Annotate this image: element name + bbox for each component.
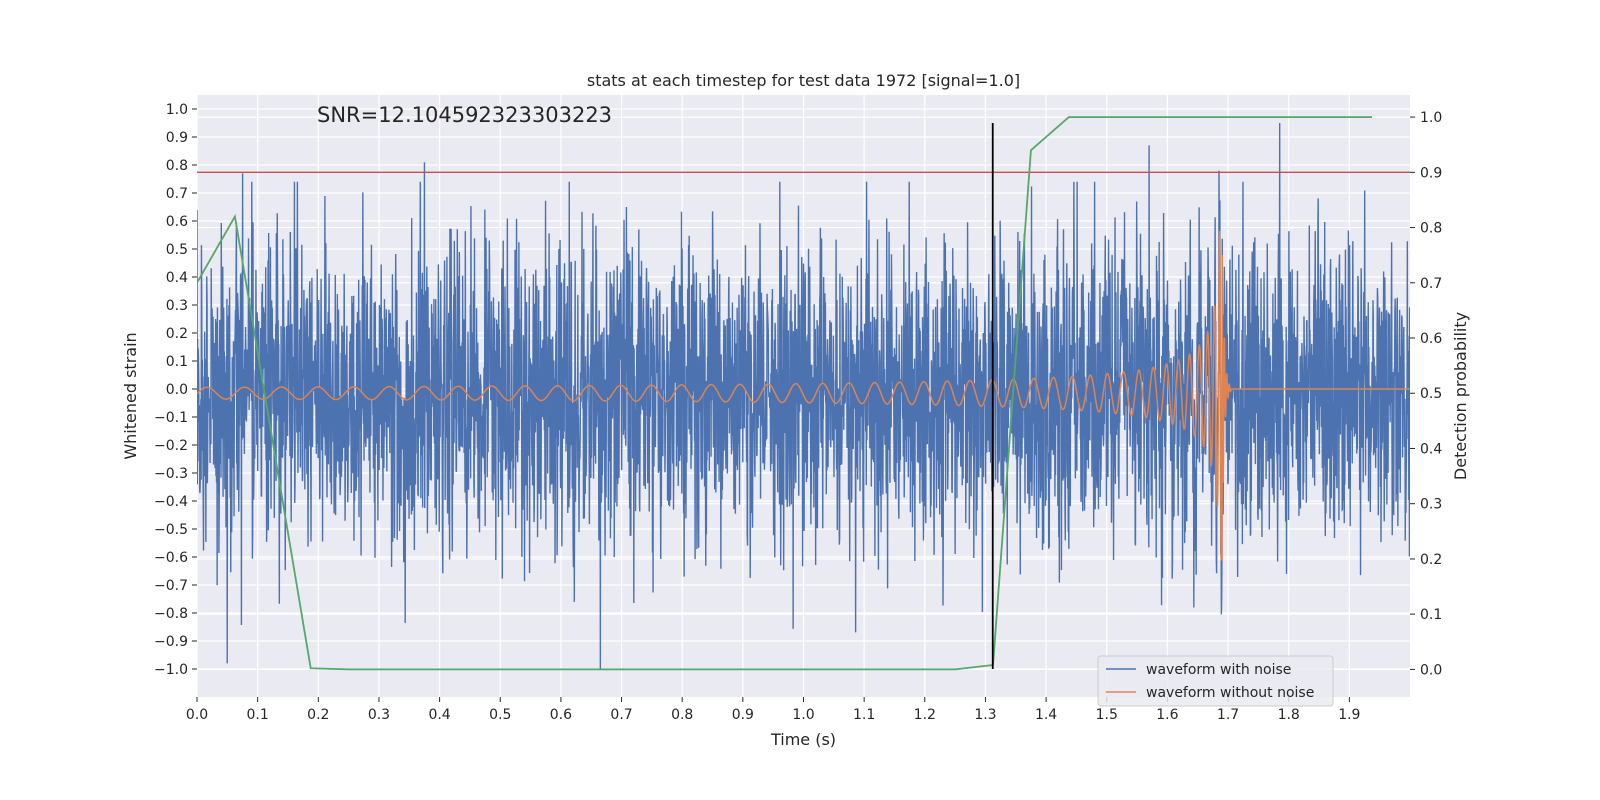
- y-tick-label: −0.5: [154, 522, 188, 538]
- y2-axis-label: Detection probability: [1451, 312, 1470, 480]
- series-layer: [197, 116, 1410, 671]
- x-tick-label: 0.7: [610, 707, 632, 723]
- y-tick-label: 0.3: [166, 298, 188, 314]
- x-tick-label: 0.3: [368, 707, 390, 723]
- y2-tick-label: 0.0: [1420, 662, 1442, 678]
- chart-title: stats at each timestep for test data 197…: [587, 71, 1020, 90]
- snr-annotation: SNR=12.104592323303223: [317, 103, 612, 127]
- y2-tick-label: 0.5: [1420, 386, 1442, 402]
- x-tick-label: 0.9: [732, 707, 754, 723]
- y2-tick-label: 0.7: [1420, 276, 1442, 292]
- x-tick-label: 1.3: [974, 707, 996, 723]
- y-tick-label: −0.9: [154, 634, 188, 650]
- y-tick-label: −0.1: [154, 410, 188, 426]
- x-tick-label: 1.2: [914, 707, 936, 723]
- y-tick-label: −0.3: [154, 466, 188, 482]
- y-tick-label: −0.7: [154, 578, 188, 594]
- x-tick-label: 0.0: [186, 707, 208, 723]
- x-tick-label: 1.4: [1035, 707, 1057, 723]
- x-tick-label: 1.5: [1096, 707, 1118, 723]
- y-tick-label: 0.4: [166, 270, 188, 286]
- y-tick-label: 0.7: [166, 186, 188, 202]
- x-tick-label: 1.0: [792, 707, 814, 723]
- y2-tick-label: 0.3: [1420, 497, 1442, 513]
- x-tick-label: 0.8: [671, 707, 693, 723]
- y-tick-label: 0.0: [166, 382, 188, 398]
- y-tick-label: 0.9: [166, 130, 188, 146]
- y-tick-label: 0.1: [166, 354, 188, 370]
- x-tick-label: 1.7: [1217, 707, 1239, 723]
- x-tick-label: 0.4: [428, 707, 450, 723]
- series-detection-probability: [197, 116, 1373, 671]
- x-tick-label: 0.6: [550, 707, 572, 723]
- y2-tick-label: 0.6: [1420, 331, 1442, 347]
- x-tick-label: 1.9: [1338, 707, 1360, 723]
- y2-tick-label: 0.8: [1420, 221, 1442, 237]
- y2-tick-label: 0.4: [1420, 441, 1442, 457]
- legend-label: waveform with noise: [1146, 662, 1291, 678]
- ticks: 0.0 0.1 0.2 0.3 0.4 0.5 0.6 0.7 0.8 0.9 1.0 1.1 1.2 1…: [154, 102, 1442, 723]
- y2-tick-label: 0.9: [1420, 165, 1442, 181]
- y2-tick-label: 0.1: [1420, 607, 1442, 623]
- legend-box: [1097, 655, 1334, 707]
- y-tick-label: 0.8: [166, 158, 188, 174]
- legend-label: waveform without noise: [1146, 685, 1314, 701]
- x-axis-label: Time (s): [770, 730, 836, 749]
- x-tick-label: 0.2: [307, 707, 329, 723]
- x-tick-label: 0.5: [489, 707, 511, 723]
- y-tick-label: 0.6: [166, 214, 188, 230]
- x-tick-label: 0.1: [247, 707, 269, 723]
- x-tick-label: 1.6: [1156, 707, 1178, 723]
- y-tick-label: −0.2: [154, 438, 188, 454]
- y2-tick-label: 0.2: [1420, 552, 1442, 568]
- y-tick-label: −0.6: [154, 550, 188, 566]
- y-tick-label: 0.5: [166, 242, 188, 258]
- y-tick-label: −0.4: [154, 494, 188, 510]
- y-axis-label: Whitened strain: [121, 332, 140, 459]
- x-tick-label: 1.1: [853, 707, 875, 723]
- legend: waveform with noise waveform without noi…: [1097, 655, 1334, 707]
- y-tick-label: −0.8: [154, 606, 188, 622]
- series-waveform-without-noise: [197, 230, 1410, 561]
- y-tick-label: 0.2: [166, 326, 188, 342]
- y2-tick-label: 1.0: [1420, 110, 1442, 126]
- x-tick-label: 1.8: [1278, 707, 1300, 723]
- y-tick-label: −1.0: [154, 662, 188, 678]
- y-tick-label: 1.0: [166, 102, 188, 118]
